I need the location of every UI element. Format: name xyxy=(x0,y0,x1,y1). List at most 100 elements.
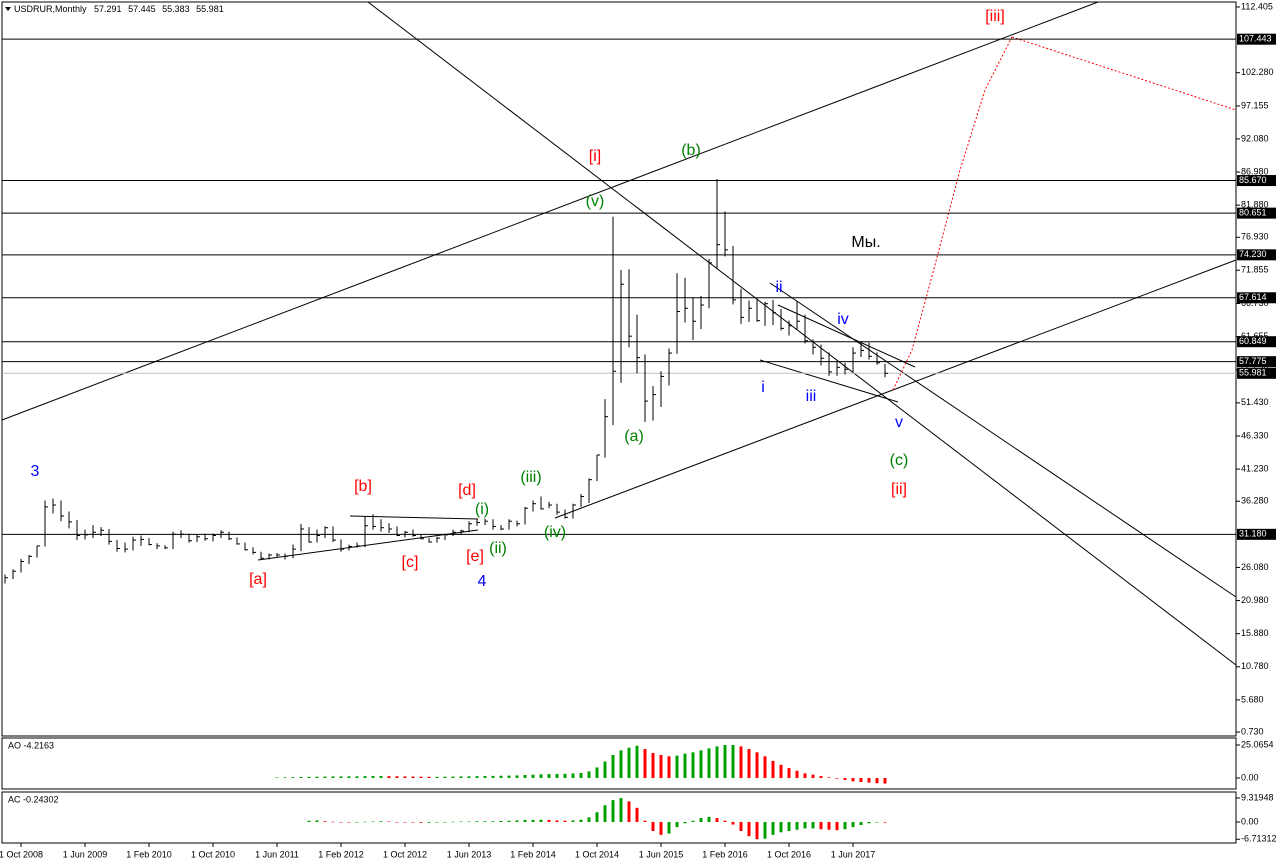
histogram-bar xyxy=(803,821,807,829)
level-label: 60.849 xyxy=(1239,336,1267,346)
menu-arrow[interactable] xyxy=(5,7,11,11)
histogram-bar xyxy=(795,770,799,778)
y-tick-label: 10.780 xyxy=(1241,661,1269,671)
histogram-bar xyxy=(403,821,407,823)
histogram-bar xyxy=(611,754,615,778)
y-tick-label: 81.880 xyxy=(1241,200,1269,210)
histogram-bar xyxy=(867,777,871,783)
y-tick-label: 36.280 xyxy=(1241,496,1269,506)
histogram-bar xyxy=(627,747,631,778)
histogram-bar xyxy=(355,821,359,823)
y-tick-label: 46.330 xyxy=(1241,430,1269,440)
histogram-bar xyxy=(715,746,719,778)
histogram-bar xyxy=(339,821,343,823)
trend-line xyxy=(777,304,916,368)
histogram-bar xyxy=(491,775,495,778)
y-tick-label: 92.080 xyxy=(1241,133,1269,143)
x-tick-label: 1 Feb 2010 xyxy=(126,849,172,859)
histogram-bar xyxy=(387,821,391,822)
wave-label: (ii) xyxy=(489,540,507,557)
histogram-bar xyxy=(283,777,287,778)
histogram-bar xyxy=(843,821,847,830)
histogram-bar xyxy=(371,776,375,778)
histogram-bar xyxy=(419,776,423,778)
histogram-bar xyxy=(347,821,351,823)
histogram-bar xyxy=(731,821,735,825)
wave-label: Мы. xyxy=(851,234,880,251)
histogram-bar xyxy=(475,821,479,822)
wave-label: [a] xyxy=(249,571,267,588)
level-box xyxy=(1237,249,1276,261)
y-tick-label: 97.155 xyxy=(1241,100,1269,110)
y-tick-label: 0.00 xyxy=(1241,772,1259,782)
histogram-bar xyxy=(531,774,535,778)
histogram-bar xyxy=(427,821,431,823)
histogram-bar xyxy=(699,750,703,778)
histogram-bar xyxy=(643,749,647,778)
y-tick-label: 15.880 xyxy=(1241,628,1269,638)
trend-line xyxy=(257,529,479,561)
drawings xyxy=(1,1,1237,666)
histogram-bar xyxy=(507,775,511,778)
histogram-bar xyxy=(363,821,367,823)
y-tick-label: 9.31948 xyxy=(1241,792,1274,802)
wave-label: v xyxy=(895,414,903,431)
y-tick-label: 102.280 xyxy=(1241,67,1274,77)
histogram-bar xyxy=(419,821,423,823)
wave-label: (iii) xyxy=(520,469,541,486)
histogram-bar xyxy=(867,821,871,824)
level-box xyxy=(1237,33,1276,45)
histogram-bar xyxy=(395,821,399,823)
histogram-bar xyxy=(827,821,831,830)
wave-label: [iii] xyxy=(985,8,1005,25)
histogram-bar xyxy=(667,756,671,778)
histogram-bar xyxy=(483,776,487,778)
histogram-bar xyxy=(475,776,479,778)
ac-panel xyxy=(1,791,1237,844)
y-tick-label: 61.655 xyxy=(1241,331,1269,341)
trend-line xyxy=(367,1,1237,666)
histogram-bar xyxy=(459,821,463,822)
histogram-bar xyxy=(427,776,431,778)
histogram-bar xyxy=(443,821,447,823)
histogram-bar xyxy=(835,821,839,831)
histogram-bar xyxy=(699,818,703,822)
histogram-bar xyxy=(347,776,351,778)
histogram-bar xyxy=(571,773,575,778)
histogram-bar xyxy=(483,821,487,822)
ao-title: AO -4.2163 xyxy=(8,740,54,750)
ac-title: AC -0.24302 xyxy=(8,794,59,804)
trend-line xyxy=(759,359,899,403)
histogram-bar xyxy=(811,821,815,829)
level-label: 74.230 xyxy=(1239,249,1267,259)
histogram-bar xyxy=(619,750,623,778)
histogram-bar xyxy=(763,756,767,778)
projection-line xyxy=(892,36,1013,391)
histogram-bar xyxy=(323,776,327,778)
histogram-bar xyxy=(595,767,599,778)
histogram-bar xyxy=(459,776,463,778)
histogram-bar xyxy=(307,776,311,778)
y-tick-label: 71.855 xyxy=(1241,265,1269,275)
x-tick-label: 1 Oct 2008 xyxy=(0,849,43,859)
histogram-bar xyxy=(707,816,711,822)
bid-label: 55.981 xyxy=(1239,368,1267,378)
wave-label: (c) xyxy=(890,452,909,469)
histogram-bar xyxy=(291,777,295,778)
wave-label: ii xyxy=(775,279,782,296)
wave-label: [ii] xyxy=(891,481,907,498)
wave-label: (iv) xyxy=(544,524,566,541)
level-box xyxy=(1237,207,1276,219)
x-tick-label: 1 Jun 2009 xyxy=(63,849,108,859)
histogram-bar xyxy=(539,819,543,822)
histogram-bar xyxy=(795,821,799,830)
histogram-bar xyxy=(403,776,407,778)
histogram-bar xyxy=(611,800,615,822)
level-box xyxy=(1237,356,1276,368)
histogram-bar xyxy=(819,776,823,778)
histogram-bar xyxy=(691,752,695,778)
histogram-bar xyxy=(275,777,279,778)
histogram-bar xyxy=(371,821,375,822)
histogram-bar xyxy=(827,777,831,778)
price-panel xyxy=(1,1,1237,737)
